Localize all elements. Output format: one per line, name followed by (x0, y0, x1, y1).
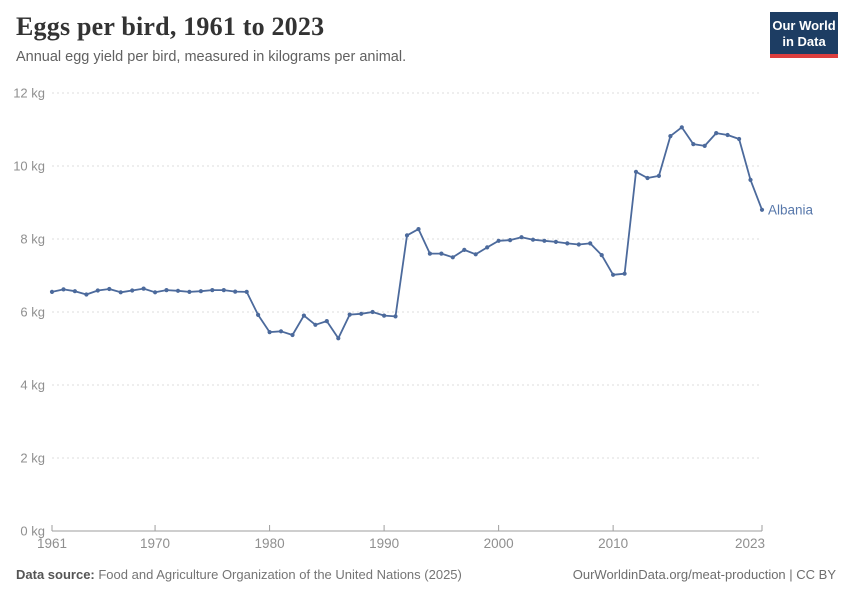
data-point-albania-1968[interactable] (130, 288, 135, 293)
data-point-albania-1994[interactable] (427, 251, 432, 256)
data-point-albania-1988[interactable] (359, 311, 364, 316)
data-source-label: Data source: (16, 567, 95, 582)
line-albania[interactable] (51, 126, 763, 340)
data-point-albania-1969[interactable] (141, 286, 146, 291)
y-axis-label-0kg: 0 kg (20, 524, 45, 539)
logo-line-2: in Data (782, 33, 826, 49)
credit-link[interactable]: OurWorldinData.org/meat-production | CC … (572, 567, 836, 582)
data-point-albania-2014[interactable] (656, 173, 662, 178)
x-axis-label-2000: 2000 (484, 536, 514, 551)
data-point-albania-2010[interactable] (611, 272, 616, 277)
y-axis-label-8kg: 8 kg (20, 232, 45, 247)
data-point-albania-1974[interactable] (198, 289, 203, 294)
y-axis-label-2kg: 2 kg (20, 451, 45, 466)
y-axis-label-10kg: 10 kg (13, 159, 45, 174)
data-point-albania-1983[interactable] (301, 313, 306, 318)
data-point-albania-1966[interactable] (107, 286, 112, 292)
x-axis-label-2023: 2023 (735, 536, 765, 551)
data-point-albania-2008[interactable] (588, 241, 593, 246)
data-point-albania-1987[interactable] (347, 312, 352, 317)
entity-label-albania[interactable]: Albania (768, 202, 814, 217)
x-axis-label-1980: 1980 (255, 536, 285, 551)
data-source-note: Data source: Food and Agriculture Organi… (16, 567, 462, 582)
data-point-albania-1977[interactable] (233, 289, 238, 294)
data-point-albania-2017[interactable] (691, 142, 696, 147)
data-point-albania-1965[interactable] (95, 288, 100, 293)
page-title: Eggs per bird, 1961 to 2023 (16, 12, 325, 41)
data-point-albania-2021[interactable] (737, 136, 742, 142)
page-subtitle: Annual egg yield per bird, measured in k… (16, 48, 407, 65)
data-point-albania-1978[interactable] (244, 289, 249, 294)
x-axis-label-1970: 1970 (140, 536, 170, 551)
data-source-text: Food and Agriculture Organization of the… (94, 567, 462, 582)
data-point-albania-2005[interactable] (553, 239, 559, 244)
data-point-albania-1993[interactable] (416, 227, 421, 232)
data-point-albania-2009[interactable] (599, 253, 604, 258)
data-point-albania-1972[interactable] (175, 288, 181, 293)
x-axis-label-1990: 1990 (369, 536, 399, 551)
data-point-albania-1986[interactable] (336, 336, 341, 341)
data-point-albania-2000[interactable] (496, 238, 501, 243)
data-point-albania-2015[interactable] (668, 134, 673, 139)
data-point-albania-1989[interactable] (370, 309, 375, 315)
data-point-albania-1976[interactable] (221, 288, 226, 293)
data-point-albania-1967[interactable] (118, 290, 123, 295)
data-point-albania-1962[interactable] (61, 287, 66, 292)
data-point-albania-2003[interactable] (530, 237, 536, 242)
data-point-albania-1973[interactable] (187, 289, 192, 294)
data-point-albania-1961[interactable] (49, 289, 55, 294)
data-point-albania-1996[interactable] (450, 255, 455, 260)
data-point-albania-2011[interactable] (622, 271, 627, 276)
data-point-albania-2013[interactable] (645, 175, 650, 181)
data-point-albania-1982[interactable] (290, 332, 295, 338)
data-point-albania-1997[interactable] (462, 247, 467, 252)
data-point-albania-1995[interactable] (439, 251, 444, 256)
data-point-albania-2023[interactable] (759, 207, 765, 212)
x-axis-label-2010: 2010 (598, 536, 628, 551)
data-point-albania-2012[interactable] (633, 169, 639, 174)
data-point-albania-2020[interactable] (725, 132, 730, 138)
chart-footer: Data source: Food and Agriculture Organi… (16, 567, 836, 582)
data-point-albania-2007[interactable] (576, 242, 581, 247)
data-point-albania-2016[interactable] (679, 125, 684, 130)
data-point-albania-1963[interactable] (72, 289, 77, 294)
data-point-albania-1981[interactable] (278, 329, 284, 334)
x-axis-label-1961: 1961 (37, 536, 67, 551)
y-axis-label-6kg: 6 kg (20, 305, 45, 320)
data-point-albania-1985[interactable] (324, 319, 329, 324)
data-point-albania-2018[interactable] (702, 143, 707, 148)
data-point-albania-1992[interactable] (404, 233, 410, 238)
data-point-albania-2022[interactable] (748, 177, 753, 182)
owid-logo[interactable]: Our World in Data (770, 12, 838, 58)
data-point-albania-1979[interactable] (256, 312, 261, 317)
data-point-albania-1984[interactable] (313, 322, 318, 327)
data-point-albania-2001[interactable] (508, 238, 513, 243)
data-point-albania-1998[interactable] (473, 252, 478, 257)
chart-header: Eggs per bird, 1961 to 2023 Annual egg y… (16, 12, 740, 65)
data-point-albania-1970[interactable] (153, 290, 158, 295)
data-point-albania-1999[interactable] (485, 245, 490, 250)
data-point-albania-2004[interactable] (542, 238, 547, 243)
y-axis-label-12kg: 12 kg (13, 86, 45, 101)
y-axis-label-4kg: 4 kg (20, 378, 45, 393)
line-chart-canvas: 0 kg 2 kg 4 kg 6 kg 8 kg 10 kg 12 kg 1961 1970 19… (13, 86, 814, 552)
logo-line-1: Our World (772, 18, 836, 33)
data-point-albania-2002[interactable] (519, 235, 524, 240)
data-point-albania-1964[interactable] (84, 292, 89, 297)
data-point-albania-1991[interactable] (393, 314, 398, 319)
data-point-albania-1971[interactable] (164, 288, 169, 293)
data-point-albania-1980[interactable] (267, 330, 272, 335)
data-point-albania-2019[interactable] (714, 131, 719, 136)
data-point-albania-1990[interactable] (382, 313, 387, 318)
data-point-albania-1975[interactable] (210, 288, 215, 293)
data-point-albania-2006[interactable] (565, 241, 570, 246)
